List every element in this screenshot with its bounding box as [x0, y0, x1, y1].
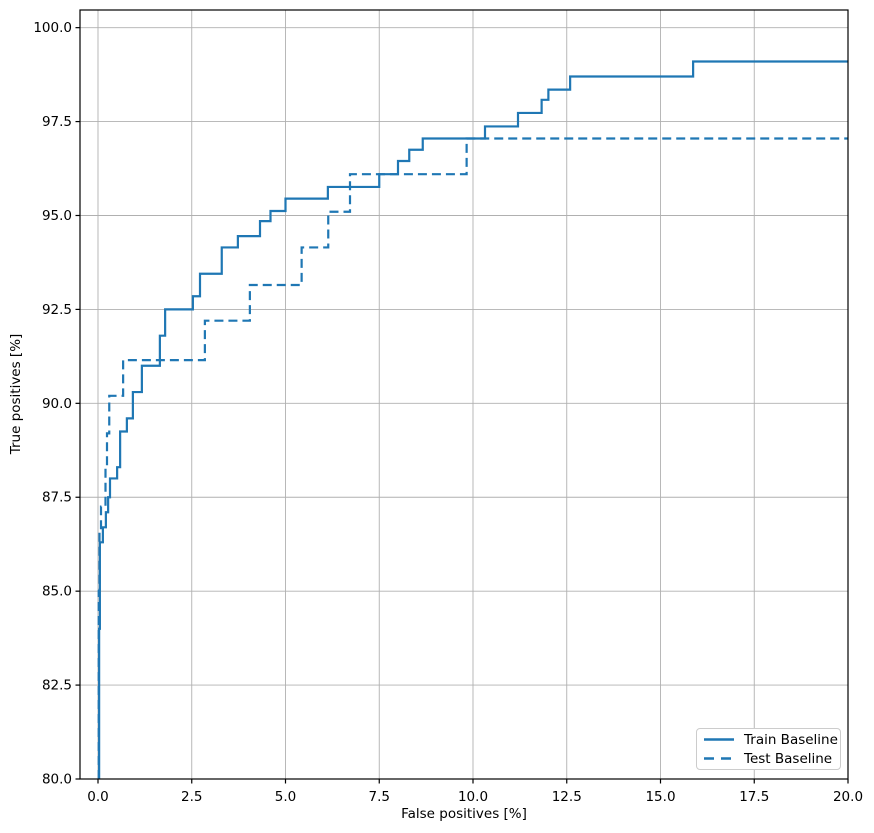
y-tick-label: 87.5 [42, 490, 72, 506]
x-tick-label: 12.5 [552, 789, 582, 805]
test-line-swatch-icon [704, 757, 734, 760]
y-tick-label: 92.5 [42, 302, 72, 318]
x-tick-label: 5.0 [275, 789, 296, 805]
y-tick-label: 90.0 [42, 396, 72, 412]
y-axis-label: True positives [%] [8, 333, 24, 455]
x-tick-label: 2.5 [181, 789, 202, 805]
train-line-swatch-icon [704, 738, 734, 741]
x-tick-label: 10.0 [458, 789, 488, 805]
x-tick-label: 20.0 [833, 789, 863, 805]
y-tick-label: 95.0 [42, 208, 72, 224]
x-axis-label: False positives [%] [401, 806, 527, 822]
series-line-dashed [97, 137, 848, 779]
x-tick-label: 15.0 [645, 789, 675, 805]
x-tick-label: 0.0 [87, 789, 108, 805]
legend-label-train: Train Baseline [744, 731, 838, 748]
series-line-solid [98, 60, 848, 779]
legend-item-train: Train Baseline [703, 730, 838, 749]
legend: Train Baseline Test Baseline [696, 728, 841, 770]
legend-item-test: Test Baseline [703, 749, 834, 768]
y-tick-label: 85.0 [42, 584, 72, 600]
y-tick-label: 100.0 [33, 20, 72, 36]
axes-spines [79, 9, 849, 780]
y-tick-label: 97.5 [42, 114, 72, 130]
y-tick-label: 82.5 [42, 678, 72, 694]
y-tick-label: 80.0 [42, 772, 72, 788]
legend-label-test: Test Baseline [744, 750, 833, 767]
x-tick-label: 17.5 [739, 789, 769, 805]
x-tick-label: 7.5 [369, 789, 390, 805]
